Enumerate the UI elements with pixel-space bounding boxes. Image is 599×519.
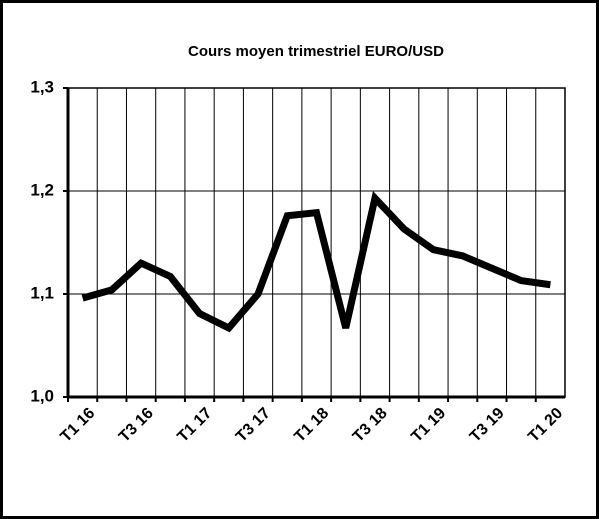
series-line [81,191,551,333]
y-tick-label: 1,1 [30,283,54,302]
y-tick-label: 1,0 [30,386,54,405]
y-tick-label: 1,2 [30,180,54,199]
y-tick-label: 1,3 [30,77,54,96]
chart-title: Cours moyen trimestriel EURO/USD [188,43,444,60]
